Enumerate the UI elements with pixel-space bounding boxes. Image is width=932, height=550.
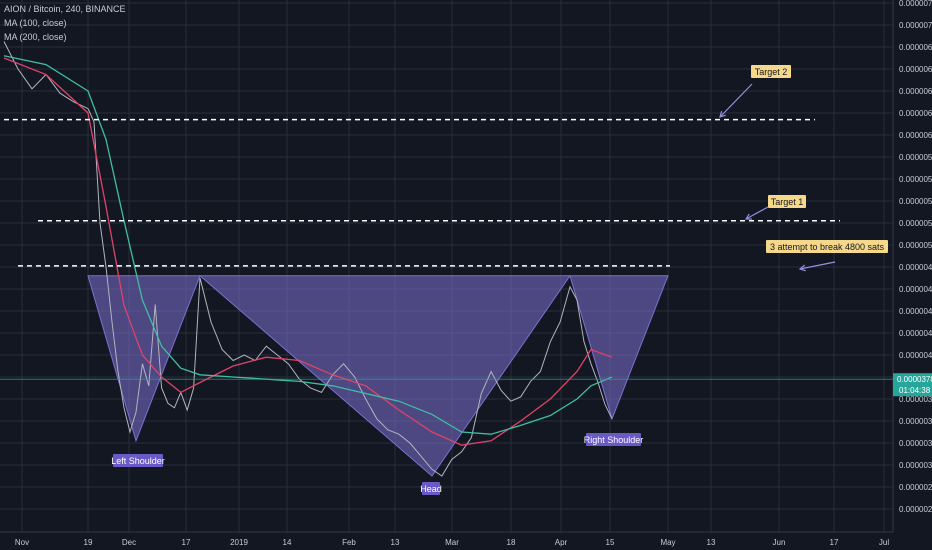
y-tick-label: 0.00000560 [899,175,932,184]
pattern-triangle-3 [569,275,669,421]
head-and-shoulders-pattern [87,275,669,477]
attempts-arrow [799,261,836,270]
x-tick-label: Nov [15,538,29,547]
horizontal-levels [0,118,893,380]
attempts-label: 3 attempt to break 4800 sats [770,242,885,252]
target2-label-box [751,65,791,78]
ma100-line [3,57,613,446]
x-tick-label: 19 [84,538,93,547]
chart-legend: AION / Bitcoin, 240, BINANCE MA (100, cl… [4,2,126,44]
target1-arrow [745,206,769,220]
x-tick-label: 17 [182,538,191,547]
x-tick-label: Jun [773,538,786,547]
y-tick-label: 0.00000520 [899,219,932,228]
y-tick-label: 0.00000660 [899,65,932,74]
chart-series [3,41,613,477]
last-price-tag [893,373,932,397]
y-tick-label: 0.00000460 [899,285,932,294]
attempts-arrow-head [798,264,806,272]
y-tick-label: 0.00000280 [899,483,932,492]
x-axis: Nov 19 Dec 17 2019 14 Feb 13 Mar 18 Apr 15 May 13 Jun 1… [0,531,893,547]
price-line [3,41,613,477]
y-tick-label: 0.00000400 [899,351,932,360]
x-tick-label: 2019 [230,538,248,547]
y-tick-label: 0.00000580 [899,153,932,162]
head-label: Head [420,484,442,494]
x-tick-label: Apr [555,538,568,547]
x-tick-label: Dec [122,538,136,547]
y-tick-label: 0.00000600 [899,131,932,140]
last-price-value: 0.0000378 [897,375,932,384]
target1-arrow-head [744,213,753,220]
x-tick-label: Jul [879,538,889,547]
right-shoulder-label-box [586,433,641,446]
y-tick-label: 0.00000300 [899,461,932,470]
y-tick-label: 0.00000360 [899,395,932,404]
x-tick-label: 13 [707,538,716,547]
left-shoulder-label-box [113,454,163,467]
x-tick-label: 13 [391,538,400,547]
x-tick-label: Feb [342,538,356,547]
right-shoulder-label: Right Shoulder [584,435,644,445]
y-tick-label: 0.00000260 [899,505,932,514]
head-label-box [422,482,440,495]
legend-ma200: MA (200, close) [4,32,67,42]
x-tick-label: 15 [606,538,615,547]
ma200-line [3,55,613,435]
y-tick-label: 0.00000500 [899,241,932,250]
y-tick-label: 0.00000640 [899,87,932,96]
target1-label: Target 1 [771,197,804,207]
y-tick-label: 0.00000320 [899,439,932,448]
attempts-label-box [766,240,888,253]
target2-arrow-head [719,111,726,118]
y-tick-label: 0.00000720 [899,0,932,8]
y-tick-label: 0.00000420 [899,329,932,338]
pattern-triangle-1 [87,275,201,443]
y-tick-label: 0.00000340 [899,417,932,426]
target2-arrow [719,83,753,118]
legend-ma100: MA (100, close) [4,18,67,28]
x-tick-label: 14 [283,538,292,547]
y-tick-label: 0.00000700 [899,21,932,30]
x-tick-label: 17 [830,538,839,547]
y-tick-label: 0.00000440 [899,307,932,316]
symbol-title: AION / Bitcoin, 240, BINANCE [4,4,126,14]
x-tick-label: Mar [445,538,459,547]
left-shoulder-label: Left Shoulder [111,456,165,466]
y-tick-label: 0.00000680 [899,43,932,52]
price-tags: 0.0000378 01:04:38 [893,373,932,397]
bar-countdown: 01:04:38 [899,386,931,395]
y-tick-label: 0.00000620 [899,109,932,118]
pattern-triangle-2 [198,275,571,477]
y-tick-label: 0.00000480 [899,263,932,272]
x-tick-label: 18 [507,538,516,547]
target1-label-box [768,195,806,208]
chart-annotations: Target 2 Target 1 3 attempt to break 4800 … [111,65,888,495]
y-tick-label: 0.00000540 [899,197,932,206]
target2-label: Target 2 [755,67,788,77]
x-tick-label: May [660,538,675,547]
